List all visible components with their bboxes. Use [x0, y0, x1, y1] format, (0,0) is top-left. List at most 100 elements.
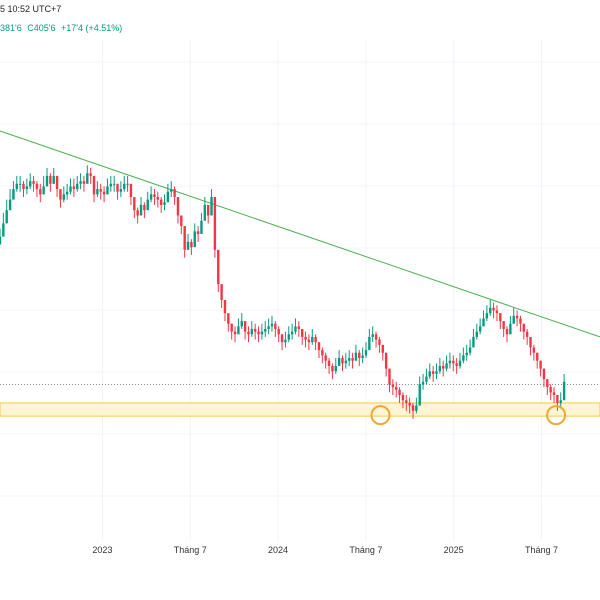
candle-body — [250, 329, 254, 335]
candle-body — [421, 381, 425, 385]
candle — [2, 212, 5, 237]
candle — [176, 197, 180, 224]
candle — [133, 197, 136, 219]
candle-body — [492, 307, 495, 311]
candle — [307, 334, 311, 351]
candle — [448, 352, 452, 369]
candle-body — [253, 329, 257, 332]
candle-body — [361, 355, 364, 359]
candle — [344, 352, 348, 369]
candle-body — [65, 191, 69, 195]
candle — [445, 355, 448, 372]
candle-body — [556, 395, 559, 403]
candle-body — [525, 331, 529, 337]
candle — [102, 186, 106, 203]
candle-body — [294, 326, 297, 332]
candle-body — [290, 331, 294, 335]
candle — [539, 360, 542, 377]
candle — [317, 342, 321, 359]
candle — [139, 197, 143, 216]
candle-body — [217, 249, 220, 285]
candle-body — [304, 336, 307, 340]
candle — [482, 310, 485, 327]
candle-body — [5, 210, 8, 224]
candle-body — [495, 310, 499, 314]
candle — [536, 352, 539, 369]
candle — [126, 175, 129, 192]
candle — [253, 323, 257, 340]
candle-body — [18, 183, 22, 185]
candle — [499, 313, 502, 329]
candle — [119, 181, 123, 197]
candle-body — [230, 323, 233, 332]
candle-body — [374, 334, 378, 340]
candle-body — [559, 400, 562, 403]
candle-body — [223, 299, 227, 314]
candle-body — [267, 326, 270, 329]
change-value: +17'4 (+4.51%) — [61, 23, 123, 33]
candle-body — [35, 183, 39, 190]
candle-body — [106, 186, 109, 195]
candle-body — [505, 329, 509, 335]
candle-body — [76, 183, 79, 190]
candle — [485, 305, 489, 322]
candle — [549, 384, 552, 401]
candle — [99, 183, 102, 200]
candle-body — [112, 183, 116, 185]
candle — [217, 249, 220, 293]
candle-body — [311, 336, 314, 343]
candle — [371, 326, 374, 343]
candle-body — [220, 284, 223, 300]
candle-body — [549, 387, 552, 393]
candle-body — [499, 313, 502, 322]
candle-body — [344, 360, 348, 364]
x-tick-label: 2025 — [444, 545, 464, 555]
candle-body — [287, 334, 290, 340]
candle-body — [324, 355, 327, 361]
low-circle — [546, 405, 567, 426]
candle — [425, 368, 428, 385]
candle — [381, 344, 384, 361]
candle — [522, 323, 526, 340]
candle — [277, 326, 280, 343]
candle-body — [398, 389, 401, 395]
candle — [186, 233, 190, 250]
candle — [546, 379, 549, 395]
candle — [398, 387, 401, 403]
candle — [391, 379, 395, 395]
x-axis-ticks: 2023 Tháng 7 2024 Tháng 7 2025 Tháng 7 — [92, 545, 558, 555]
grid — [0, 40, 600, 540]
candle — [284, 331, 287, 348]
candle-body — [468, 347, 472, 353]
candle — [29, 173, 32, 190]
candle — [39, 183, 42, 203]
candle — [542, 368, 546, 388]
candle-body — [139, 204, 143, 216]
candle-body — [475, 331, 478, 337]
candle — [358, 350, 361, 366]
candle — [5, 199, 8, 224]
candle-body — [264, 329, 267, 332]
candle-body — [428, 371, 431, 377]
candle-body — [159, 199, 163, 205]
candle-body — [86, 173, 89, 184]
candle-body — [190, 241, 193, 248]
candle — [76, 175, 79, 192]
candle — [331, 363, 334, 380]
candle — [146, 191, 149, 211]
candle-body — [22, 183, 25, 190]
candle — [294, 318, 297, 335]
candle — [458, 352, 462, 369]
candle-body — [378, 339, 381, 345]
candle — [210, 189, 213, 216]
candle-body — [458, 360, 462, 366]
candle-body — [146, 199, 149, 211]
candle-body — [425, 376, 428, 382]
candle — [260, 323, 264, 340]
candle — [327, 358, 331, 374]
candle-body — [237, 326, 240, 335]
candle-body — [552, 392, 556, 395]
candle-body — [102, 191, 106, 195]
candle-body — [129, 183, 133, 197]
